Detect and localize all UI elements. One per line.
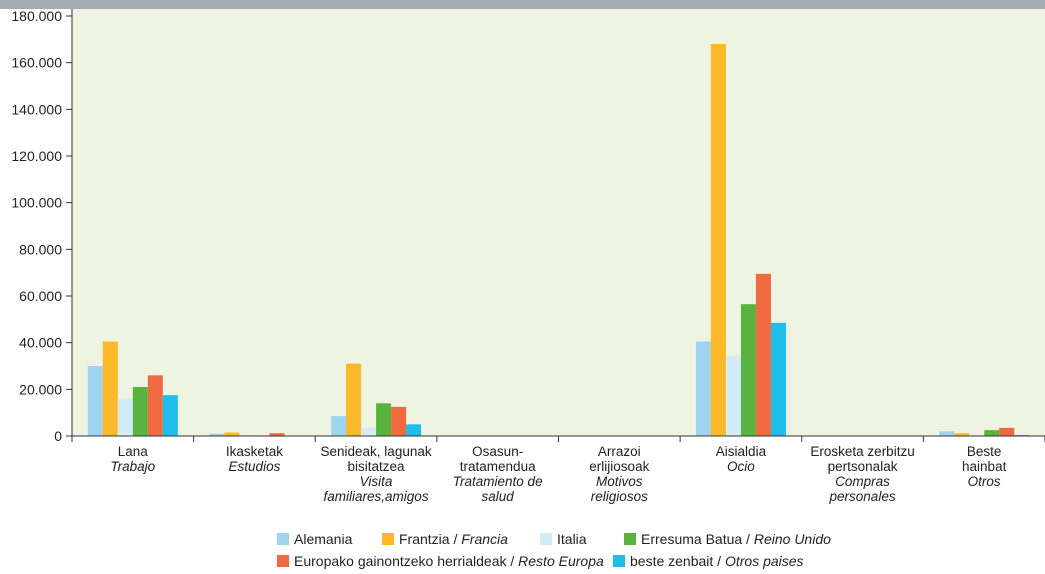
legend-label: Erresuma Batua / Reino Unido [641, 531, 831, 547]
bar [740, 304, 756, 436]
bar [391, 406, 407, 436]
x-category-label-line: Estudios [229, 459, 281, 474]
x-category-label-line: Arrazoi [598, 444, 641, 459]
legend-item: Frantzia / Francia [382, 531, 508, 547]
x-category-label: Aisialdia Ocio [716, 444, 767, 474]
x-category-label-line: Beste [967, 444, 1002, 459]
x-category-label-line: Lana [118, 444, 149, 459]
bar [361, 427, 377, 436]
x-category-label-line: erlijiosoak [589, 459, 649, 474]
legend-item: Europako gainontzeko herrialdeak / Resto… [277, 553, 604, 569]
bar [147, 375, 163, 436]
x-category-label: Erosketa zerbitzu pertsonalak Compras perso… [810, 444, 914, 504]
x-axis-category-labels: Lana Trabajo Ikasketak Estudios Senideak, la… [110, 444, 1006, 504]
x-category-label-line: Ocio [727, 459, 755, 474]
bar [269, 433, 285, 436]
legend-label-spanish: Reino Unido [753, 531, 831, 547]
legend-item: Alemania [277, 531, 352, 547]
y-tick-label: 100.000 [11, 195, 62, 211]
bar-chart: 0 20.000 40.000 60.000 80.000 100.000 120.000 1… [11, 8, 1045, 504]
bar [331, 416, 347, 436]
x-category-label-line: personales [829, 489, 896, 504]
y-axis: 0 20.000 40.000 60.000 80.000 100.000 120.000 1… [11, 8, 73, 444]
legend-label: beste zenbait / Otros paises [630, 553, 804, 569]
x-category-label-line: Aisialdia [716, 444, 767, 459]
plot-area [72, 9, 1045, 436]
x-category-label-line: Senideak, lagunak [321, 444, 432, 459]
x-category-label: Lana Trabajo [110, 444, 155, 474]
x-category-label-line: Ikasketak [226, 444, 283, 459]
x-category-label-line: Erosketa zerbitzu [810, 444, 914, 459]
legend-label: Alemania [294, 531, 353, 547]
bar [984, 430, 1000, 436]
x-category-label: Ikasketak Estudios [226, 444, 283, 474]
bar [725, 355, 741, 436]
legend-label: Europako gainontzeko herrialdeak / Resto… [294, 553, 604, 569]
legend-swatch [540, 533, 552, 545]
legend-item: Erresuma Batua / Reino Unido [624, 531, 831, 547]
x-category-label-line: salud [482, 489, 515, 504]
legend-swatch [277, 555, 289, 567]
x-category-label-line: Tratamiento de [453, 474, 543, 489]
bar [224, 432, 240, 436]
y-tick-label: 180.000 [11, 8, 62, 24]
y-tick-label: 40.000 [19, 335, 62, 351]
bar [346, 363, 362, 436]
bar [695, 341, 711, 436]
y-tick-label: 80.000 [19, 241, 62, 257]
x-category-label-line: bisitatzea [348, 459, 406, 474]
x-category-label-line: Motivos [596, 474, 643, 489]
x-category-label-line: tratamendua [460, 459, 536, 474]
y-tick-label: 160.000 [11, 55, 62, 71]
legend-swatch [277, 533, 289, 545]
x-category-label-line: Otros [968, 474, 1001, 489]
bar [376, 403, 392, 436]
x-category-label-line: familiares,amigos [324, 489, 429, 504]
legend-item: Italia [540, 531, 587, 547]
top-band [0, 0, 1045, 9]
x-category-label-line: religiosos [591, 489, 648, 504]
bar [87, 366, 103, 436]
x-axis [66, 435, 1045, 442]
x-category-label-line: Compras [835, 474, 890, 489]
legend-label: Italia [557, 531, 587, 547]
legend-swatch [382, 533, 394, 545]
x-category-label-line: Trabajo [110, 459, 155, 474]
bar [770, 322, 786, 436]
y-tick-label: 60.000 [19, 288, 62, 304]
y-tick-label: 0 [54, 428, 62, 444]
legend-label-spanish: Resto Europa [518, 553, 604, 569]
x-category-label: Osasun-tratamendua Tratamiento de salud [453, 444, 543, 504]
legend-item: beste zenbait / Otros paises [613, 553, 804, 569]
x-category-label: Arrazoi erlijiosoak Motivos religiosos [589, 444, 649, 504]
bar [132, 387, 148, 436]
bar [406, 424, 422, 436]
x-category-label: Beste hainbat Otros [962, 444, 1007, 489]
bar [954, 433, 970, 436]
legend-label-spanish: Francia [461, 531, 508, 547]
bar [117, 398, 133, 436]
x-category-label-line: Visita [360, 474, 393, 489]
x-category-label: Senideak, lagunak bisitatzea Visita familia… [321, 444, 432, 504]
legend-swatch [613, 555, 625, 567]
legend-swatch [624, 533, 636, 545]
x-category-label-line: Osasun- [472, 444, 523, 459]
bar [999, 427, 1015, 436]
legend-label-spanish: Otros paises [724, 553, 804, 569]
x-category-label-line: pertsonalak [828, 459, 898, 474]
y-tick-label: 120.000 [11, 148, 62, 164]
y-tick-label: 140.000 [11, 101, 62, 117]
x-category-label-line: hainbat [962, 459, 1007, 474]
bar [939, 431, 955, 436]
bar [162, 395, 178, 436]
bars-group [87, 44, 1030, 436]
y-tick-label: 20.000 [19, 381, 62, 397]
bar [209, 433, 225, 436]
legend-label: Frantzia / Francia [399, 531, 508, 547]
bar [102, 341, 118, 436]
bar [755, 273, 771, 436]
bar [710, 44, 726, 436]
